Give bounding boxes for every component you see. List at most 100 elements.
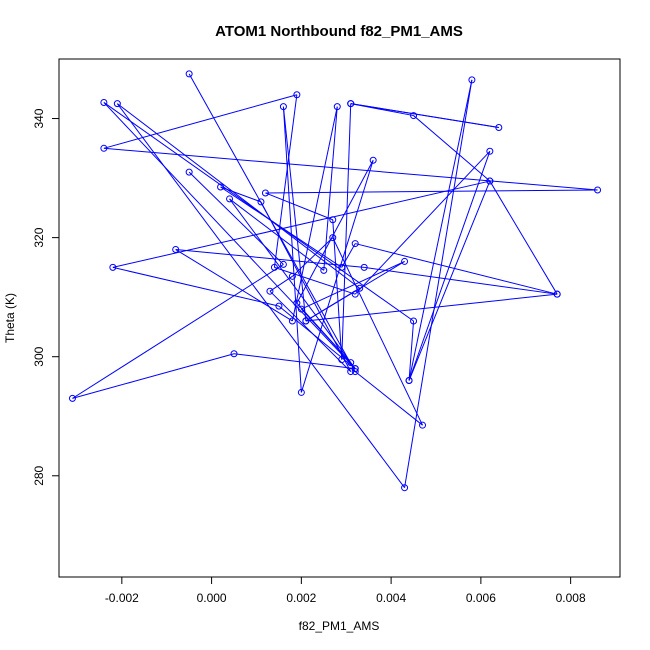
data-point <box>338 263 346 271</box>
series-segment <box>332 219 343 360</box>
series-segment <box>72 353 235 399</box>
data-point <box>401 257 409 265</box>
data-point <box>217 183 225 191</box>
series-segment <box>350 103 499 128</box>
data-point <box>360 263 368 271</box>
series-segment <box>112 266 280 307</box>
x-tick-label: -0.002 <box>105 591 139 605</box>
data-point <box>333 103 341 111</box>
data-point <box>347 359 355 367</box>
data-point <box>329 234 337 242</box>
data-point <box>266 287 274 295</box>
data-point <box>288 272 296 280</box>
y-tick-label: 300 <box>32 346 46 366</box>
x-tick-label: 0.008 <box>556 591 586 605</box>
data-point <box>486 147 494 155</box>
y-tick-label: 320 <box>32 227 46 247</box>
series-segment <box>117 103 360 289</box>
data-point <box>351 290 359 298</box>
x-tick-label: 0.004 <box>376 591 406 605</box>
data-point <box>172 246 180 254</box>
data-point <box>351 365 359 373</box>
y-axis: 280 300 320 340 <box>32 108 60 486</box>
data-point <box>270 263 278 271</box>
x-tick-label: 0.002 <box>286 591 316 605</box>
series-segment <box>229 198 325 271</box>
chart-title: ATOM1 Northbound f82_PM1_AMS <box>215 23 463 40</box>
data-point <box>338 356 346 364</box>
data-point <box>257 198 265 206</box>
data-point <box>293 299 301 307</box>
series-point-group <box>68 70 602 492</box>
data-point <box>275 302 283 310</box>
series-segment <box>291 106 338 322</box>
data-point <box>405 377 413 385</box>
data-point <box>185 70 193 78</box>
data-point <box>302 317 310 325</box>
series-segment <box>489 180 558 295</box>
data-point <box>468 76 476 84</box>
data-point <box>329 216 337 224</box>
series-segment <box>354 371 423 426</box>
x-tick-label: 0.006 <box>466 591 496 605</box>
x-tick-label: 0.000 <box>197 591 227 605</box>
data-point <box>410 112 418 120</box>
data-point <box>279 103 287 111</box>
series-segment <box>354 150 491 295</box>
series-segment <box>175 249 293 322</box>
data-point <box>486 177 494 185</box>
x-axis-label: f82_PM1_AMS <box>299 619 380 633</box>
series-segment <box>103 94 297 149</box>
y-tick-label: 280 <box>32 465 46 485</box>
series-segment <box>341 103 352 360</box>
data-point <box>185 168 193 176</box>
series-segment <box>305 293 558 322</box>
series-segment <box>408 79 473 381</box>
series-segment <box>103 102 356 369</box>
data-point <box>553 290 561 298</box>
series-segment <box>323 106 338 271</box>
data-point <box>297 305 305 313</box>
series-segment <box>188 171 284 265</box>
y-axis-label: Theta (K) <box>3 293 17 343</box>
data-point <box>347 100 355 108</box>
data-point <box>279 260 287 268</box>
data-point <box>369 156 377 164</box>
series-segment <box>273 94 298 268</box>
data-point <box>410 317 418 325</box>
data-point <box>226 195 234 203</box>
series-segment <box>112 180 490 268</box>
series-segment <box>229 198 356 369</box>
series-segment <box>265 189 598 194</box>
data-point <box>401 484 409 492</box>
series-segment <box>274 266 356 295</box>
data-point <box>320 266 328 274</box>
data-point <box>351 240 359 248</box>
series-segment <box>300 308 352 363</box>
series-segment <box>103 147 598 191</box>
data-point <box>356 284 364 292</box>
series-segment <box>364 266 558 295</box>
series-segment <box>350 103 414 117</box>
data-point <box>293 91 301 99</box>
data-point <box>100 144 108 152</box>
series-segment <box>341 243 356 268</box>
data-point <box>261 189 269 197</box>
data-point <box>351 368 359 376</box>
series-segment <box>103 102 414 322</box>
series-segment <box>404 79 473 488</box>
series-segment <box>355 243 558 295</box>
series-segment <box>408 151 491 381</box>
data-point <box>594 186 602 194</box>
series-segment <box>175 249 365 268</box>
data-point <box>230 350 238 358</box>
series-segment <box>332 237 423 426</box>
series-segment <box>301 260 405 310</box>
data-point <box>113 100 121 108</box>
series-segment <box>300 160 374 393</box>
data-point <box>419 421 427 429</box>
series-segment <box>282 106 307 322</box>
data-point <box>68 394 76 402</box>
y-tick-label: 340 <box>32 108 46 128</box>
